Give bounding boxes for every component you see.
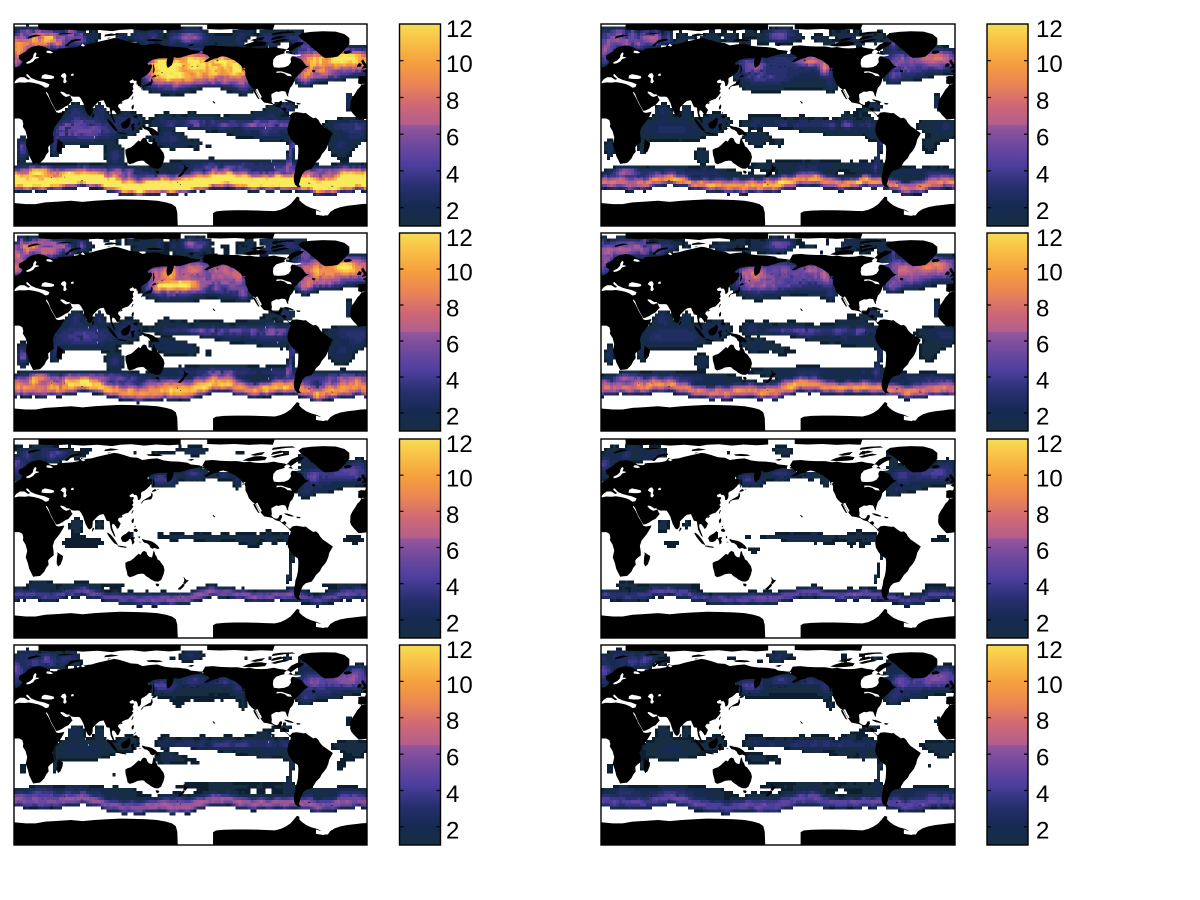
svg-text:6: 6	[1036, 745, 1049, 772]
svg-text:10: 10	[1036, 260, 1063, 287]
svg-text:6: 6	[446, 332, 459, 359]
svg-text:10: 10	[446, 672, 473, 699]
svg-text:4: 4	[446, 781, 459, 808]
svg-text:12: 12	[1036, 16, 1063, 43]
svg-text:8: 8	[1036, 708, 1049, 735]
svg-text:12: 12	[1036, 225, 1063, 252]
svg-text:6: 6	[446, 745, 459, 772]
svg-text:10: 10	[446, 260, 473, 287]
svg-text:2: 2	[1036, 404, 1049, 431]
svg-text:6: 6	[1036, 125, 1049, 152]
svg-text:6: 6	[1036, 538, 1049, 565]
svg-text:8: 8	[1036, 502, 1049, 529]
svg-text:2: 2	[446, 404, 459, 431]
svg-text:4: 4	[1036, 368, 1049, 395]
svg-text:2: 2	[446, 610, 459, 637]
svg-text:10: 10	[1036, 672, 1063, 699]
svg-text:8: 8	[446, 88, 459, 115]
svg-text:8: 8	[446, 708, 459, 735]
svg-text:6: 6	[1036, 332, 1049, 359]
svg-text:8: 8	[446, 502, 459, 529]
svg-text:6: 6	[446, 125, 459, 152]
svg-text:2: 2	[446, 198, 459, 225]
svg-text:2: 2	[446, 817, 459, 844]
svg-text:10: 10	[1036, 466, 1063, 493]
svg-text:2: 2	[1036, 198, 1049, 225]
svg-text:2: 2	[1036, 817, 1049, 844]
svg-text:12: 12	[446, 16, 473, 43]
svg-text:12: 12	[446, 225, 473, 252]
svg-text:12: 12	[446, 431, 473, 458]
svg-text:4: 4	[1036, 574, 1049, 601]
svg-text:6: 6	[446, 538, 459, 565]
svg-text:10: 10	[446, 466, 473, 493]
svg-text:10: 10	[1036, 51, 1063, 78]
svg-text:4: 4	[446, 368, 459, 395]
svg-text:4: 4	[446, 161, 459, 188]
svg-text:4: 4	[1036, 781, 1049, 808]
svg-text:4: 4	[1036, 161, 1049, 188]
svg-text:12: 12	[1036, 637, 1063, 664]
svg-text:10: 10	[446, 51, 473, 78]
svg-text:4: 4	[446, 574, 459, 601]
svg-text:8: 8	[1036, 88, 1049, 115]
svg-text:8: 8	[446, 296, 459, 323]
svg-text:2: 2	[1036, 610, 1049, 637]
svg-text:12: 12	[1036, 431, 1063, 458]
svg-text:12: 12	[446, 637, 473, 664]
svg-text:8: 8	[1036, 296, 1049, 323]
